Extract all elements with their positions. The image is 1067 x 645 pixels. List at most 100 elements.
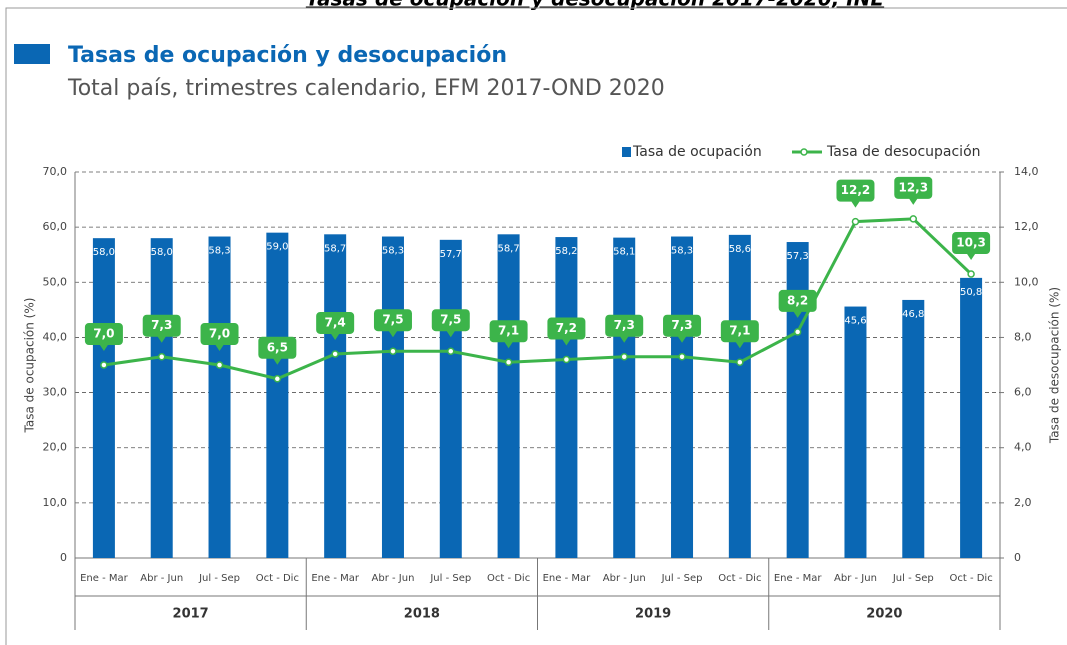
x-tick-label: Abr - Jun — [372, 573, 415, 584]
bar — [208, 236, 231, 558]
line-point — [157, 352, 166, 361]
legend-swatch — [800, 148, 808, 156]
bar-value-label: 58,6 — [729, 244, 751, 255]
line-value-label: 7,0 — [93, 327, 114, 341]
line — [103, 217, 973, 381]
caption: Tasas de ocupación y desocupación 2017-2… — [306, 0, 885, 11]
x-tick-label: Oct - Dic — [487, 573, 530, 584]
line-value-label: 10,3 — [956, 236, 986, 250]
line-value-label: 12,3 — [898, 180, 928, 194]
y2-tick-label: 10,0 — [1014, 275, 1039, 288]
year-label: 2018 — [404, 607, 440, 622]
y-axis-label: Tasa de ocupación (%) — [23, 298, 37, 434]
x-tick-label: Jul - Sep — [661, 573, 703, 584]
label-bubble — [316, 311, 355, 340]
x-tick-label: Ene - Mar — [80, 573, 129, 584]
line-value-label: 7,3 — [614, 318, 635, 332]
label-bubble — [605, 314, 644, 343]
line-point — [331, 350, 339, 358]
line-value-label: 6,5 — [267, 340, 288, 354]
bar-value-label: 59,0 — [266, 242, 288, 253]
line-point — [620, 352, 628, 361]
line-point — [273, 375, 282, 383]
label-bubble — [547, 317, 586, 346]
bar — [555, 237, 578, 558]
frame — [5, 7, 1067, 645]
bar — [960, 277, 983, 558]
y2-tick-label: 4,0 — [1014, 441, 1032, 454]
y-tick-label: 20,0 — [43, 441, 68, 454]
y-tick-label: 30,0 — [43, 386, 68, 399]
line-point — [389, 347, 397, 355]
line-point — [851, 217, 860, 226]
bar — [92, 238, 115, 558]
bar-value-label: 58,3 — [382, 246, 404, 257]
bar-value-label: 58,7 — [324, 243, 346, 254]
y-tick-label: 70,0 — [43, 165, 68, 178]
bar-value-label: 50,8 — [960, 287, 982, 298]
y2-tick-label: 12,0 — [1014, 220, 1039, 233]
line-value-label: 7,0 — [209, 327, 230, 341]
year-label: 2017 — [173, 607, 209, 622]
y-tick-label: 10,0 — [43, 496, 68, 509]
year-label: 2020 — [866, 607, 902, 622]
x-tick-label: Jul - Sep — [892, 573, 934, 584]
label-bubble — [663, 314, 702, 343]
bar-value-label: 58,7 — [497, 243, 519, 254]
line-point — [736, 358, 744, 366]
x-tick-label: Jul - Sep — [429, 573, 471, 584]
x-tick-label: Ene - Mar — [311, 573, 360, 584]
label-bubble — [778, 289, 817, 318]
chart-subtitle: Total país, trimestres calendario, EFM 2… — [67, 76, 665, 101]
chart-title: Tasas de ocupación y desocupación — [68, 43, 507, 68]
bar — [381, 236, 404, 558]
line-point — [909, 215, 918, 223]
label-bubble — [489, 320, 528, 349]
bar — [497, 234, 520, 558]
x-tick-label: Oct - Dic — [256, 573, 299, 584]
label-bubble — [142, 314, 181, 343]
x-tick-label: Ene - Mar — [774, 573, 823, 584]
y2-tick-label: 2,0 — [1014, 496, 1032, 509]
line-point — [967, 270, 975, 278]
bar-value-label: 57,7 — [440, 249, 462, 260]
line-value-label: 7,5 — [440, 313, 461, 327]
bar — [902, 299, 925, 558]
bar — [150, 238, 173, 558]
bar — [786, 242, 809, 558]
line-value-label: 8,2 — [787, 293, 808, 307]
y2-axis-label: Tasa de desocupación (%) — [1048, 287, 1062, 444]
label-bubble — [720, 320, 759, 349]
x-tick-label: Abr - Jun — [140, 573, 183, 584]
line-point — [100, 361, 108, 369]
bar-value-label: 45,6 — [844, 316, 866, 327]
legend-label: Tasa de ocupación — [632, 144, 762, 160]
line-value-label: 12,2 — [841, 183, 871, 197]
bar-value-label: 58,3 — [671, 246, 693, 257]
bar-value-label: 58,0 — [151, 247, 173, 258]
label-bubble — [373, 309, 412, 338]
y-tick-label: 60,0 — [43, 220, 68, 233]
bar-value-label: 57,3 — [787, 251, 809, 262]
bar-value-label: 58,3 — [208, 246, 230, 257]
line-value-label: 7,5 — [382, 313, 403, 327]
x-tick-label: Jul - Sep — [198, 573, 240, 584]
label-bubble — [836, 179, 875, 208]
x-tick-label: Oct - Dic — [718, 573, 761, 584]
y2-tick-label: 8,0 — [1014, 330, 1032, 343]
line-point — [562, 355, 571, 364]
bar — [266, 232, 289, 558]
bar-value-label: 46,8 — [902, 309, 924, 320]
label-bubble — [431, 309, 470, 338]
legend-swatch — [622, 147, 631, 157]
y2-tick-label: 6,0 — [1014, 386, 1032, 399]
line-value-label: 7,2 — [556, 321, 577, 335]
bar-value-label: 58,0 — [93, 247, 115, 258]
bar — [671, 236, 694, 558]
x-tick-label: Abr - Jun — [603, 573, 646, 584]
line-value-label: 7,3 — [671, 318, 692, 332]
line-value-label: 7,1 — [498, 324, 519, 338]
line-point — [504, 358, 513, 366]
bar — [324, 234, 347, 558]
line-value-label: 7,3 — [151, 318, 172, 332]
